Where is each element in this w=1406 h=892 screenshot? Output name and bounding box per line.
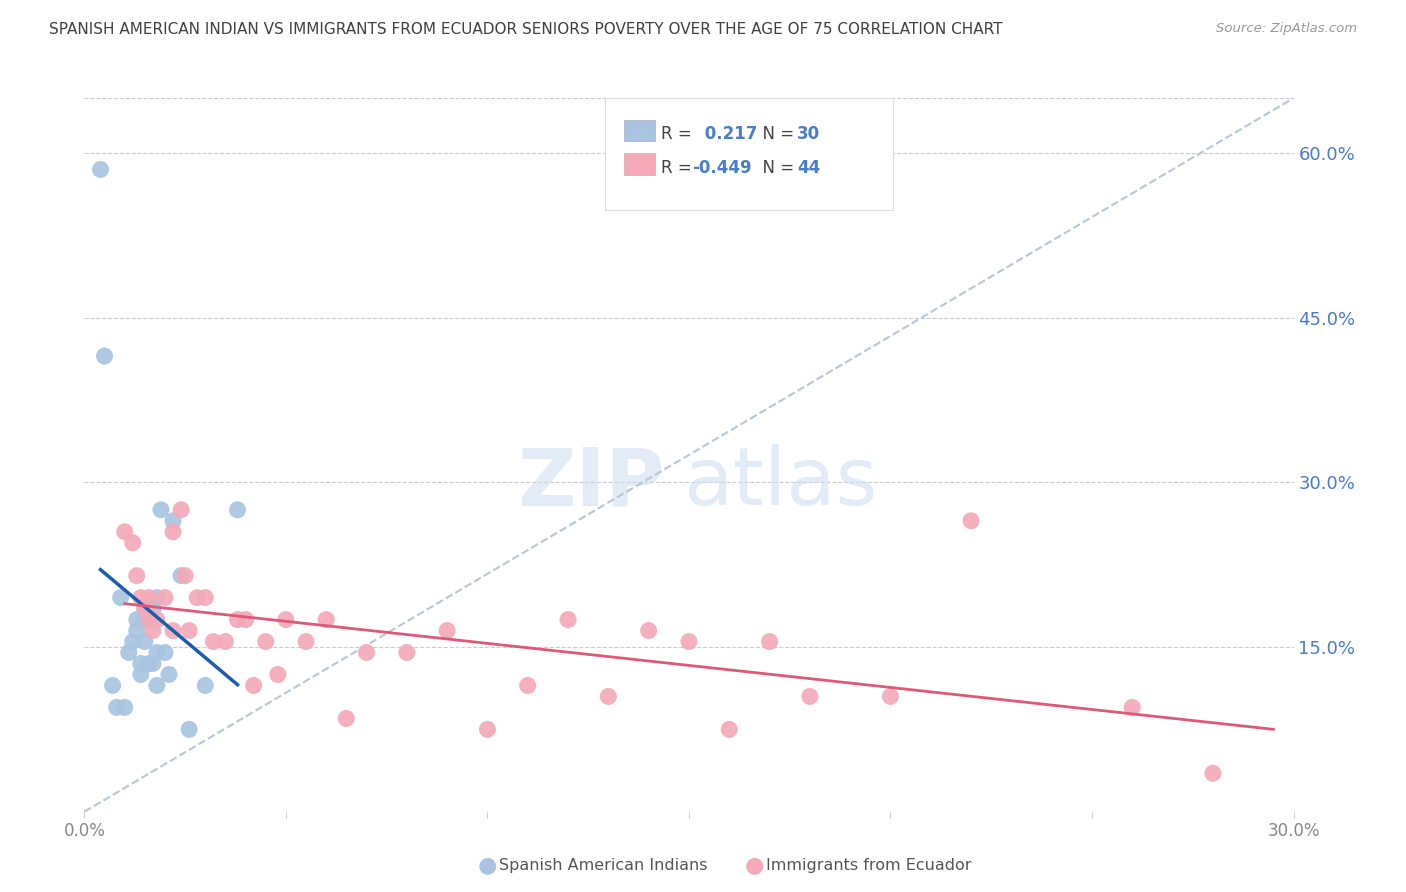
Text: N =: N =: [752, 159, 800, 177]
Point: [179, 723, 201, 737]
Point: [118, 646, 141, 660]
Point: [274, 613, 297, 627]
Text: atlas: atlas: [683, 444, 877, 523]
Point: [134, 613, 156, 627]
Point: [105, 700, 128, 714]
Point: [254, 634, 277, 648]
Text: Immigrants from Ecuador: Immigrants from Ecuador: [766, 858, 972, 872]
Text: R =: R =: [661, 159, 697, 177]
Point: [125, 624, 148, 638]
Point: [153, 646, 176, 660]
Point: [146, 591, 169, 605]
Point: [157, 667, 180, 681]
Point: [879, 690, 901, 704]
Point: [114, 524, 136, 539]
Point: [1121, 700, 1143, 714]
Point: [89, 162, 111, 177]
Point: [170, 568, 193, 582]
Point: [162, 514, 184, 528]
Point: [101, 678, 124, 692]
Point: [142, 601, 165, 615]
Point: [242, 678, 264, 692]
Point: [477, 723, 499, 737]
Point: [395, 646, 418, 660]
Point: [598, 690, 620, 704]
Text: 44: 44: [797, 159, 821, 177]
Point: [138, 613, 160, 627]
Point: [295, 634, 318, 648]
Text: 30: 30: [797, 125, 820, 143]
Text: R =: R =: [661, 125, 697, 143]
Point: [121, 535, 143, 549]
Point: [93, 349, 115, 363]
Point: [226, 503, 249, 517]
Text: Source: ZipAtlas.com: Source: ZipAtlas.com: [1216, 22, 1357, 36]
Point: [335, 711, 357, 725]
Point: [516, 678, 538, 692]
Point: [179, 624, 201, 638]
Text: -0.449: -0.449: [692, 159, 751, 177]
Point: [138, 613, 160, 627]
Point: [214, 634, 236, 648]
Point: [315, 613, 337, 627]
Text: N =: N =: [752, 125, 800, 143]
Point: [129, 657, 152, 671]
Point: [125, 613, 148, 627]
Point: [134, 601, 156, 615]
Point: [1202, 766, 1225, 780]
Point: [142, 657, 165, 671]
Point: [170, 503, 193, 517]
Text: 0.217: 0.217: [699, 125, 758, 143]
Point: [153, 591, 176, 605]
Text: SPANISH AMERICAN INDIAN VS IMMIGRANTS FROM ECUADOR SENIORS POVERTY OVER THE AGE : SPANISH AMERICAN INDIAN VS IMMIGRANTS FR…: [49, 22, 1002, 37]
Point: [134, 634, 156, 648]
Point: [142, 624, 165, 638]
Point: [146, 646, 169, 660]
Point: [194, 678, 217, 692]
Point: [129, 667, 152, 681]
Point: [194, 591, 217, 605]
Point: [149, 503, 172, 517]
Point: [637, 624, 659, 638]
Point: [162, 524, 184, 539]
Point: [718, 723, 741, 737]
Point: [138, 657, 160, 671]
Point: [226, 613, 249, 627]
Point: [121, 634, 143, 648]
Point: [678, 634, 700, 648]
Text: Spanish American Indians: Spanish American Indians: [499, 858, 707, 872]
Point: [960, 514, 983, 528]
Point: [758, 634, 780, 648]
Point: [162, 624, 184, 638]
Point: [146, 678, 169, 692]
Point: [110, 591, 132, 605]
Point: [436, 624, 458, 638]
Point: [557, 613, 579, 627]
Text: ●: ●: [478, 855, 498, 875]
Text: ●: ●: [745, 855, 765, 875]
Point: [174, 568, 197, 582]
Point: [267, 667, 290, 681]
Text: ZIP: ZIP: [517, 444, 665, 523]
Point: [138, 591, 160, 605]
Point: [125, 568, 148, 582]
Point: [134, 601, 156, 615]
Point: [202, 634, 225, 648]
Point: [146, 613, 169, 627]
Point: [186, 591, 208, 605]
Point: [235, 613, 257, 627]
Point: [356, 646, 378, 660]
Point: [129, 591, 152, 605]
Point: [114, 700, 136, 714]
Point: [799, 690, 821, 704]
